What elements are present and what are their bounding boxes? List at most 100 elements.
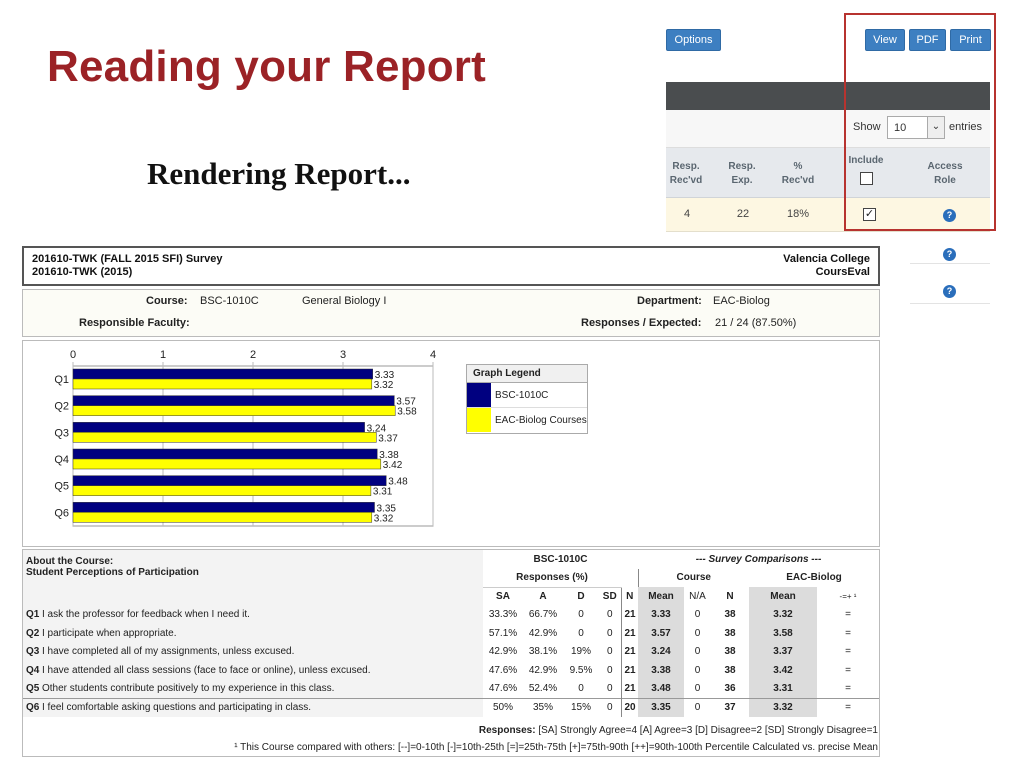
col-include[interactable]: Include	[848, 155, 884, 166]
question-text: Q2 I participate when appropriate.	[23, 624, 483, 643]
y-tick-label: Q6	[54, 507, 69, 519]
table-row: Q2 I participate when appropriate. 57.1% 42…	[23, 624, 879, 643]
mean-value: 3.38	[638, 661, 684, 680]
table-row: 4 22 18% ✓ ?	[666, 198, 990, 232]
col-sd: SD	[602, 591, 617, 602]
y-tick-label: Q2	[54, 401, 69, 413]
y-tick-label: Q5	[54, 481, 69, 493]
question-label: I ask the professor for feedback when I …	[42, 609, 250, 621]
course-sub-header: Course	[676, 572, 711, 584]
responses-value: 21 / 24 (87.50%)	[715, 317, 797, 329]
na-value: 0	[694, 646, 701, 658]
include-all-checkbox[interactable]	[860, 172, 873, 185]
na-value: 0	[694, 609, 701, 621]
chevron-down-icon[interactable]: ⌄	[927, 117, 944, 138]
table-header-row: Resp. Rec'vd Resp. Exp. % Rec'vd Include Ac…	[666, 148, 990, 198]
data-label: 3.35	[377, 503, 397, 514]
pct-recvd-value: 18%	[786, 208, 810, 220]
col-access-role[interactable]: Access Role	[927, 161, 963, 186]
entries-control: Show 10 ⌄ entries	[666, 110, 990, 148]
n2-value: 38	[724, 609, 736, 621]
highlight-box	[844, 13, 996, 231]
n-value: 21	[620, 605, 638, 624]
mean2-value: 3.31	[749, 679, 817, 698]
bar	[72, 502, 375, 513]
legend-item: BSC-1010C	[467, 383, 587, 408]
results-table-panel: About the Course: Student Perceptions of …	[22, 549, 880, 757]
n-value: 20	[620, 697, 638, 717]
entries-select[interactable]: 10 ⌄	[887, 116, 945, 139]
col-n: N	[620, 587, 638, 606]
question-text: Q6 I feel comfortable asking questions an…	[23, 697, 483, 717]
show-label: Show	[853, 121, 881, 133]
legend-swatch	[467, 383, 491, 407]
view-button[interactable]: View	[865, 29, 905, 51]
graph-legend: Graph Legend BSC-1010C EAC-Biolog Course…	[466, 364, 588, 434]
y-tick-label: Q3	[54, 427, 69, 439]
data-label: 3.38	[379, 450, 399, 461]
data-label: 3.57	[396, 397, 416, 408]
help-icon[interactable]: ?	[943, 209, 956, 222]
n2-value: 38	[724, 664, 736, 676]
compare-value: =	[845, 627, 851, 639]
bar	[72, 475, 387, 486]
sa-value: 33.3%	[488, 609, 518, 621]
question-text: Q3 I have completed all of my assignments…	[23, 642, 483, 661]
question-number: Q5	[26, 683, 40, 694]
col-pct-recvd[interactable]: % Rec'vd	[781, 161, 815, 186]
d-value: 0	[578, 609, 584, 621]
mean2-value: 3.32	[749, 697, 817, 717]
compare-value: =	[845, 646, 851, 658]
survey-title: 201610-TWK (FALL 2015 SFI) Survey	[32, 253, 223, 265]
col-sa: SA	[496, 591, 510, 602]
a-value: 42.9%	[528, 664, 558, 676]
question-label: I have completed all of my assignments, …	[42, 646, 295, 658]
list-item: ?	[910, 272, 990, 304]
report-header: 201610-TWK (FALL 2015 SFI) Survey 201610-…	[22, 246, 880, 286]
table-row: Q4 I have attended all class sessions (fa…	[23, 661, 879, 680]
bar	[72, 422, 365, 433]
y-tick-label: Q4	[54, 454, 69, 466]
include-checkbox[interactable]: ✓	[863, 208, 876, 221]
entries-label: entries	[949, 121, 983, 133]
bar	[72, 458, 382, 470]
n-value: 21	[620, 642, 638, 661]
question-number: Q2	[26, 627, 40, 639]
print-button[interactable]: Print	[950, 29, 991, 51]
course-label: Course:	[146, 295, 188, 307]
question-label: I feel comfortable asking questions and …	[42, 702, 312, 713]
bar	[72, 432, 377, 443]
question-text: Q4 I have attended all class sessions (fa…	[23, 661, 483, 680]
pdf-button[interactable]: PDF	[909, 29, 946, 51]
mean2-value: 3.37	[749, 642, 817, 661]
comparison-footnote: ¹ This Course compared with others: [--]…	[234, 742, 878, 753]
question-number: Q1	[26, 609, 40, 621]
data-label: 3.37	[378, 433, 398, 444]
data-label: 3.42	[383, 460, 403, 471]
help-icon[interactable]: ?	[943, 285, 956, 298]
faculty-label: Responsible Faculty:	[79, 317, 190, 329]
data-label: 3.48	[388, 477, 408, 488]
compare-value: =	[845, 609, 851, 621]
sa-value: 50%	[483, 697, 523, 717]
table-row: Q3 I have completed all of my assignments…	[23, 642, 879, 661]
responses-label: Responses / Expected:	[581, 317, 702, 329]
bar	[72, 512, 373, 523]
data-label: 3.32	[374, 380, 394, 391]
sa-value: 47.6%	[488, 664, 518, 676]
question-label: I have attended all class sessions (face…	[42, 664, 371, 676]
question-number: Q3	[26, 646, 40, 658]
col-resp-recvd[interactable]: Resp. Rec'vd	[669, 161, 703, 186]
help-icon[interactable]: ?	[943, 248, 956, 261]
bar	[72, 485, 372, 496]
table-row: Q6 I feel comfortable asking questions an…	[23, 697, 880, 717]
col-mean2: Mean	[749, 587, 817, 606]
bar	[72, 368, 373, 380]
course-info: Course: BSC-1010C General Biology I Depa…	[22, 289, 880, 337]
col-resp-exp[interactable]: Resp. Exp.	[728, 161, 756, 186]
options-button[interactable]: Options	[666, 29, 721, 51]
comparison-group-header: --- Survey Comparisons ---	[695, 553, 822, 565]
question-text: Q1 I ask the professor for feedback when …	[23, 605, 483, 624]
responses-footnote: Responses: [SA] Strongly Agree=4 [A] Agr…	[478, 725, 878, 736]
mean2-value: 3.58	[749, 624, 817, 643]
